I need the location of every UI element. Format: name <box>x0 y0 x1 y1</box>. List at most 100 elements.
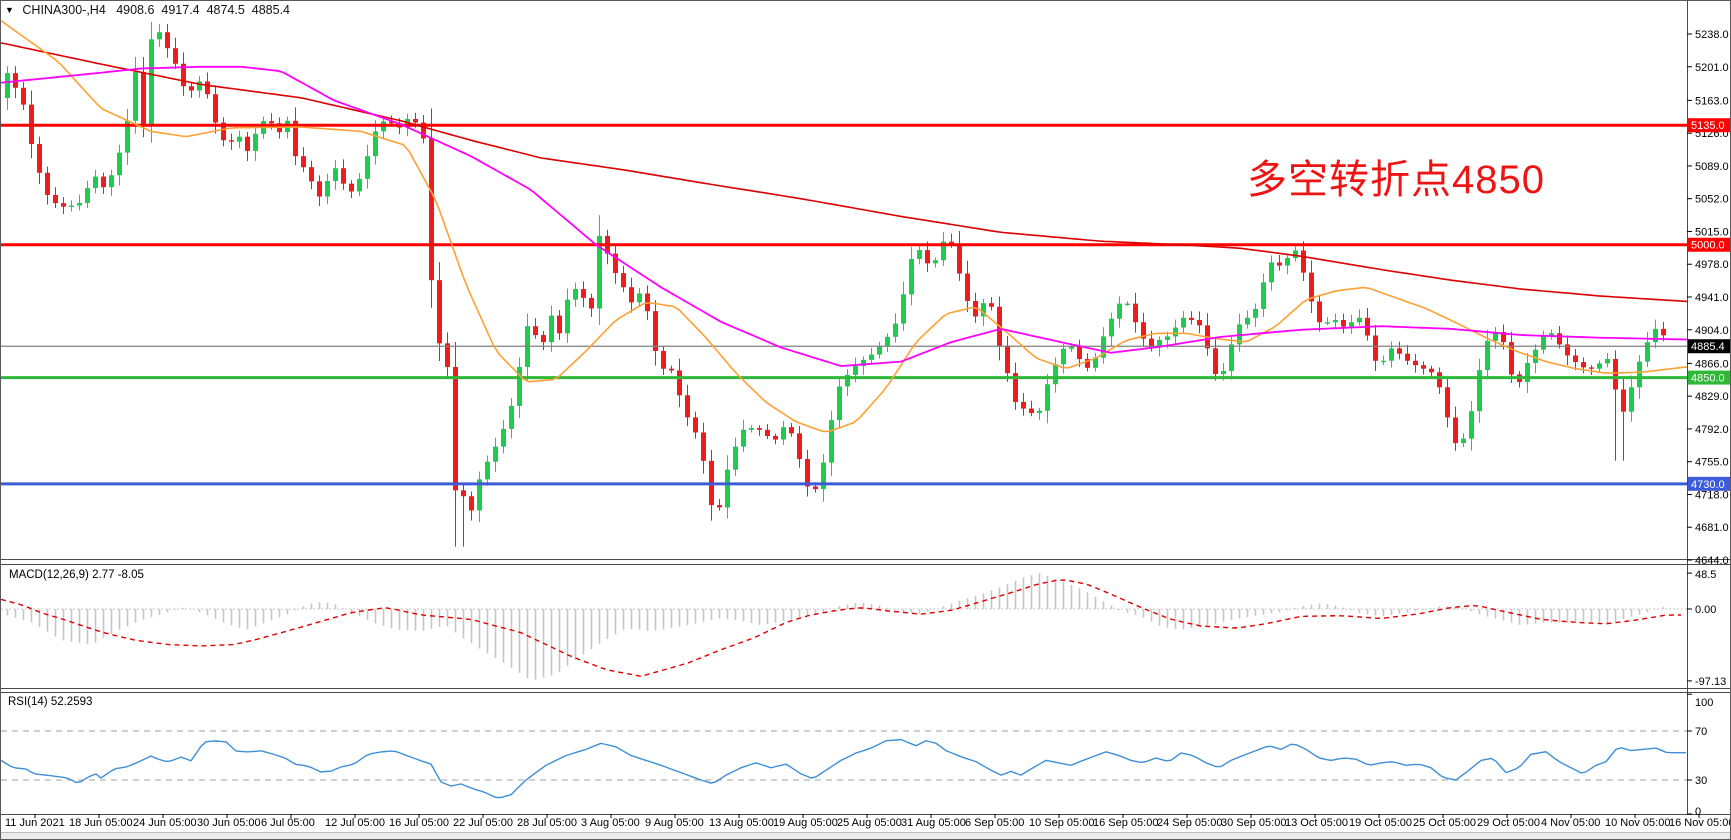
price-badge-bg <box>1688 370 1730 385</box>
candle <box>157 32 162 40</box>
candle <box>589 297 594 309</box>
candle <box>1005 345 1010 374</box>
price-tick-label: 4792.0 <box>1695 424 1729 436</box>
candle <box>453 366 458 491</box>
time-axis-label: 13 Oct 05:00 <box>1285 817 1348 829</box>
candle <box>1533 349 1538 363</box>
candle <box>253 133 258 151</box>
candle <box>1285 258 1290 266</box>
price-tick-label: 4978.0 <box>1695 259 1729 271</box>
candle <box>1341 320 1346 327</box>
candle <box>1653 328 1658 343</box>
price-tick-label: 4904.0 <box>1695 325 1729 337</box>
candle <box>1445 387 1450 418</box>
candle <box>781 427 786 440</box>
candle <box>1109 318 1114 337</box>
price-tick-label: 5015.0 <box>1695 226 1729 238</box>
candle <box>917 250 922 259</box>
candle <box>1565 344 1570 356</box>
price-badge-bg <box>1688 118 1730 133</box>
candle <box>1469 411 1474 439</box>
candle <box>533 326 538 336</box>
candle <box>765 429 770 437</box>
candle <box>637 293 642 303</box>
price-badge: 4730.0 <box>1688 476 1730 491</box>
time-axis-label: 22 Jul 05:00 <box>453 817 513 829</box>
candle <box>805 459 810 487</box>
price-tick-label: 4644.0 <box>1695 555 1729 567</box>
price-badge: 4850.0 <box>1688 370 1730 385</box>
candle <box>829 420 834 463</box>
time-axis-label: 10 Sep 05:00 <box>1029 817 1094 829</box>
candle <box>173 48 178 64</box>
candle <box>597 235 602 309</box>
candle <box>1149 338 1154 348</box>
candle <box>1309 272 1314 302</box>
ma-slow-line <box>1 42 1688 303</box>
time-axis-label: 30 Sep 05:00 <box>1221 817 1286 829</box>
price-badge-text: 4850.0 <box>1691 373 1725 385</box>
macd-tick-label: -97.13 <box>1695 676 1726 688</box>
macd-panel[interactable] <box>1 573 1687 680</box>
time-axis-label: 19 Aug 05:00 <box>773 817 838 829</box>
candle <box>165 32 170 49</box>
macd-tick-label: 48.5 <box>1695 569 1716 581</box>
price-tick-label: 4866.0 <box>1695 358 1729 370</box>
candle <box>1525 362 1530 383</box>
time-axis-label: 31 Aug 05:00 <box>901 817 966 829</box>
price-tick-label: 4718.0 <box>1695 489 1729 501</box>
candle <box>957 243 962 274</box>
candle <box>133 72 138 121</box>
candle <box>1069 346 1074 349</box>
time-axis-label: 24 Jun 05:00 <box>133 817 197 829</box>
candle <box>269 121 274 124</box>
rsi-panel[interactable] <box>1 730 1687 799</box>
price-tick-label: 4755.0 <box>1695 457 1729 469</box>
symbol-dropdown-icon[interactable]: ▼ <box>5 5 14 15</box>
macd-indicator-label: MACD(12,26,9) 2.77 -8.05 <box>9 569 144 581</box>
candle <box>1173 327 1178 337</box>
candle <box>813 486 818 490</box>
time-axis-label: 4 Nov 05:00 <box>1541 817 1600 829</box>
time-axis-label: 11 Jun 2021 <box>5 817 65 829</box>
candle <box>1477 370 1482 412</box>
candle <box>1549 333 1554 337</box>
candle <box>197 81 202 91</box>
candle <box>629 287 634 303</box>
time-axis-label: 16 Sep 05:00 <box>1093 817 1158 829</box>
price-tick-label: 4829.0 <box>1695 391 1729 403</box>
candle <box>477 479 482 511</box>
candle <box>237 136 242 142</box>
time-axis-label: 6 Jul 05:00 <box>261 817 315 829</box>
price-panel[interactable] <box>1 20 1688 547</box>
candle <box>853 366 858 375</box>
quote-high: 4917.4 <box>161 3 200 17</box>
candle <box>429 138 434 281</box>
candle <box>949 241 954 244</box>
candle <box>1421 365 1426 369</box>
candle <box>373 131 378 157</box>
time-axis-label: 3 Aug 05:00 <box>581 817 640 829</box>
candle <box>325 180 330 197</box>
price-badge-text: 4730.0 <box>1691 479 1725 491</box>
candle <box>1277 262 1282 266</box>
price-badge-text: 4885.4 <box>1691 341 1725 353</box>
candle <box>581 289 586 298</box>
candle <box>93 176 98 189</box>
candle <box>901 294 906 324</box>
candle <box>109 175 114 188</box>
candle <box>701 432 706 461</box>
price-tick-label: 5201.0 <box>1695 62 1729 74</box>
candle <box>445 343 450 367</box>
candle <box>741 429 746 447</box>
candle <box>1013 373 1018 402</box>
candle <box>437 280 442 344</box>
candle <box>1645 342 1650 362</box>
ma-mid-line <box>1 65 1688 368</box>
candle <box>1037 410 1042 413</box>
candle <box>229 140 234 142</box>
candle <box>941 241 946 261</box>
candle <box>749 428 754 430</box>
